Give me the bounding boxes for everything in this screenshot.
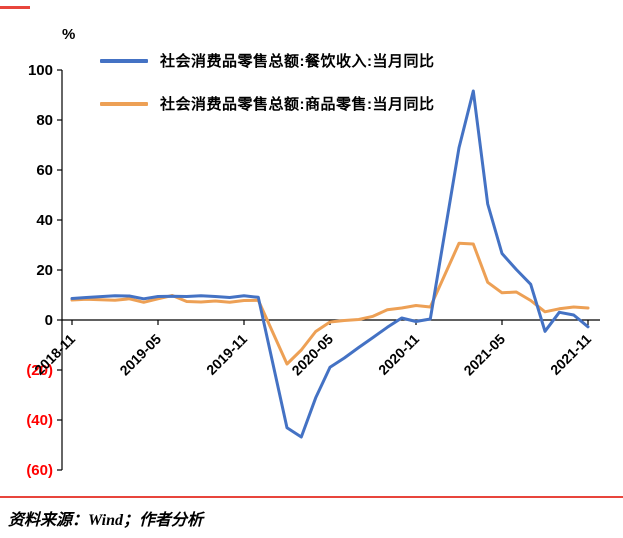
y-tick-label: (60): [26, 462, 53, 479]
y-axis-unit-label: %: [62, 26, 76, 43]
line-chart: 100 80 60 40 20 0 (20) (40) (60) 2018-11 2019-05 20…: [26, 62, 600, 479]
x-tick-label: 2021-05: [460, 331, 508, 379]
decorative-red-dash: [0, 6, 30, 9]
legend-line-swatch-orange: [100, 101, 148, 106]
x-tick-label: 2021-11: [547, 331, 594, 378]
x-tick-label: 2018-11: [31, 331, 78, 378]
x-axis: 2018-11 2019-05 2019-11 2020-05 2020-11 2021-…: [31, 319, 600, 379]
y-axis: 100 80 60 40 20 0 (20) (40) (60): [26, 62, 63, 479]
legend-line-swatch-blue: [100, 58, 148, 63]
y-tick-label: (20): [26, 362, 53, 379]
legend-item-catering: 社会消费品零售总额:餐饮收入:当月同比: [100, 50, 435, 71]
legend-label-catering: 社会消费品零售总额:餐饮收入:当月同比: [160, 53, 435, 70]
legend-label-goods: 社会消费品零售总额:商品零售:当月同比: [160, 96, 435, 113]
x-tick-label: 2020-11: [375, 331, 422, 378]
y-tick-label: 0: [45, 312, 53, 329]
y-tick-label: 40: [36, 212, 53, 229]
legend-item-goods: 社会消费品零售总额:商品零售:当月同比: [100, 93, 435, 114]
x-tick-label: 2019-11: [203, 331, 250, 378]
footer-divider: [0, 496, 623, 498]
series-line-0: [70, 89, 590, 439]
chart-legend: 社会消费品零售总额:餐饮收入:当月同比 社会消费品零售总额:商品零售:当月同比: [100, 50, 435, 114]
y-tick-label: (40): [26, 412, 53, 429]
y-tick-label: 80: [36, 112, 53, 129]
x-tick-label: 2019-05: [116, 331, 164, 379]
y-tick-label: 100: [28, 62, 53, 79]
y-tick-label: 20: [36, 262, 53, 279]
y-tick-label: 60: [36, 162, 53, 179]
source-text: 资料来源：Wind；作者分析: [8, 512, 203, 529]
